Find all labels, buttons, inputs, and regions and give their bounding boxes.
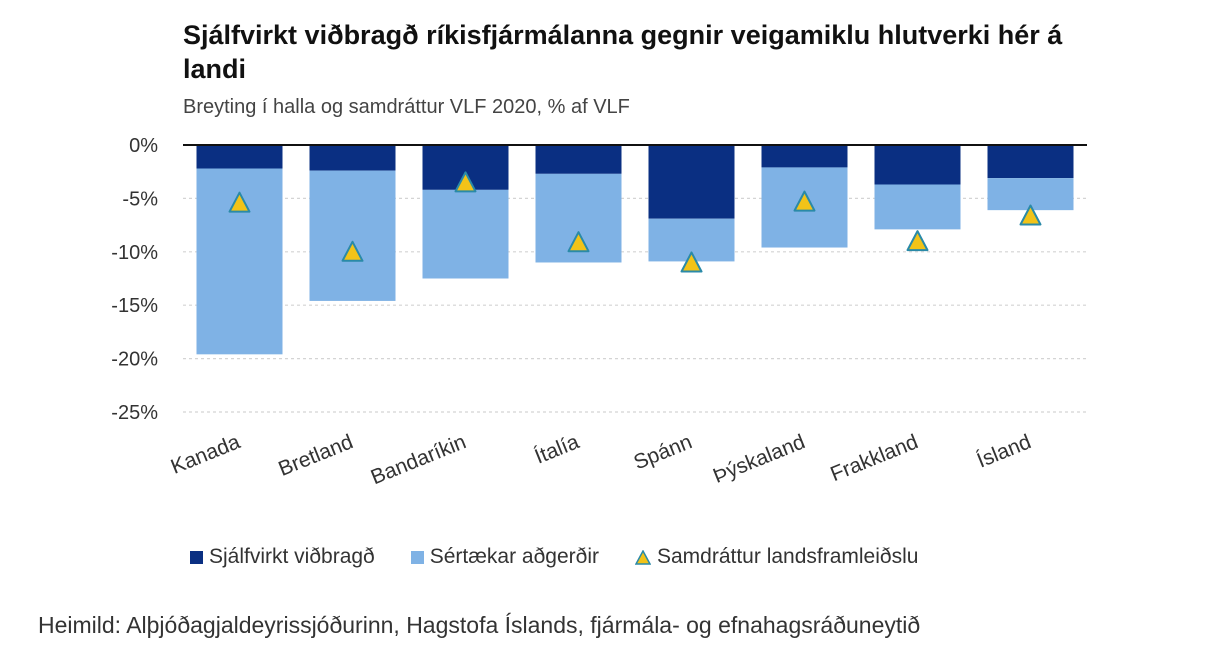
gdp-marker — [906, 230, 929, 252]
bar-automatic — [761, 145, 848, 168]
bar-chart: 0% -5% -10% -15% -20% -25% Kanada Bretland Banda… — [111, 135, 1087, 489]
gdp-marker — [1019, 204, 1042, 226]
x-tick-label: Bretland — [275, 430, 356, 481]
y-tick-label: -15% — [111, 295, 158, 317]
bar-automatic — [874, 145, 961, 185]
gdp-marker — [680, 251, 703, 273]
bar-automatic — [309, 145, 396, 171]
legend-item-automatic: Sjálfvirkt viðbragð — [190, 545, 375, 569]
x-tick-label: Þýskaland — [710, 430, 808, 488]
source-note: Heimild: Alþjóðagjaldeyrissjóðurinn, Hag… — [38, 612, 921, 638]
bar-automatic — [196, 145, 283, 169]
gdp-marker — [454, 171, 477, 193]
gdp-marker — [567, 231, 590, 253]
legend-swatch-automatic — [190, 550, 203, 564]
y-tick-label: -20% — [111, 349, 158, 371]
legend-label-automatic: Sjálfvirkt viðbragð — [209, 545, 375, 568]
legend: Sjálfvirkt viðbragð Sértækar aðgerðir Sa… — [190, 545, 918, 569]
chart-title: Sjálfvirkt viðbragð ríkisfjármálanna geg… — [183, 20, 1063, 84]
gdp-marker — [793, 190, 816, 212]
y-tick-label: -5% — [122, 188, 158, 210]
bar-specific — [309, 170, 396, 301]
legend-item-specific: Sértækar aðgerðir — [410, 545, 599, 569]
x-tick-label: Kanada — [168, 430, 244, 479]
legend-label-specific: Sértækar aðgerðir — [429, 545, 599, 568]
bar-automatic — [648, 145, 735, 219]
x-tick-label: Spánn — [630, 430, 695, 474]
bar-specific — [874, 184, 961, 230]
y-tick-label: -25% — [111, 402, 158, 424]
gdp-marker — [228, 191, 251, 213]
y-tick-label: -10% — [111, 242, 158, 264]
legend-label-gdp: Samdráttur landsframleiðslu — [656, 545, 919, 568]
bar-specific — [422, 189, 509, 279]
gdp-marker — [341, 240, 364, 262]
x-tick-label: Bandaríkin — [368, 430, 470, 489]
triangle-icon — [634, 549, 651, 565]
legend-swatch-specific — [410, 550, 424, 564]
x-tick-label: Ísland — [974, 430, 1035, 472]
legend-item-gdp: Samdráttur landsframleiðslu — [634, 545, 919, 569]
y-tick-label: 0% — [129, 135, 158, 157]
bar-automatic — [987, 145, 1074, 179]
x-tick-label: Ítalía — [532, 430, 583, 469]
x-tick-label: Frakkland — [827, 430, 921, 486]
bar-automatic — [535, 145, 622, 174]
chart-subtitle: Breyting í halla og samdráttur VLF 2020,… — [183, 96, 630, 118]
